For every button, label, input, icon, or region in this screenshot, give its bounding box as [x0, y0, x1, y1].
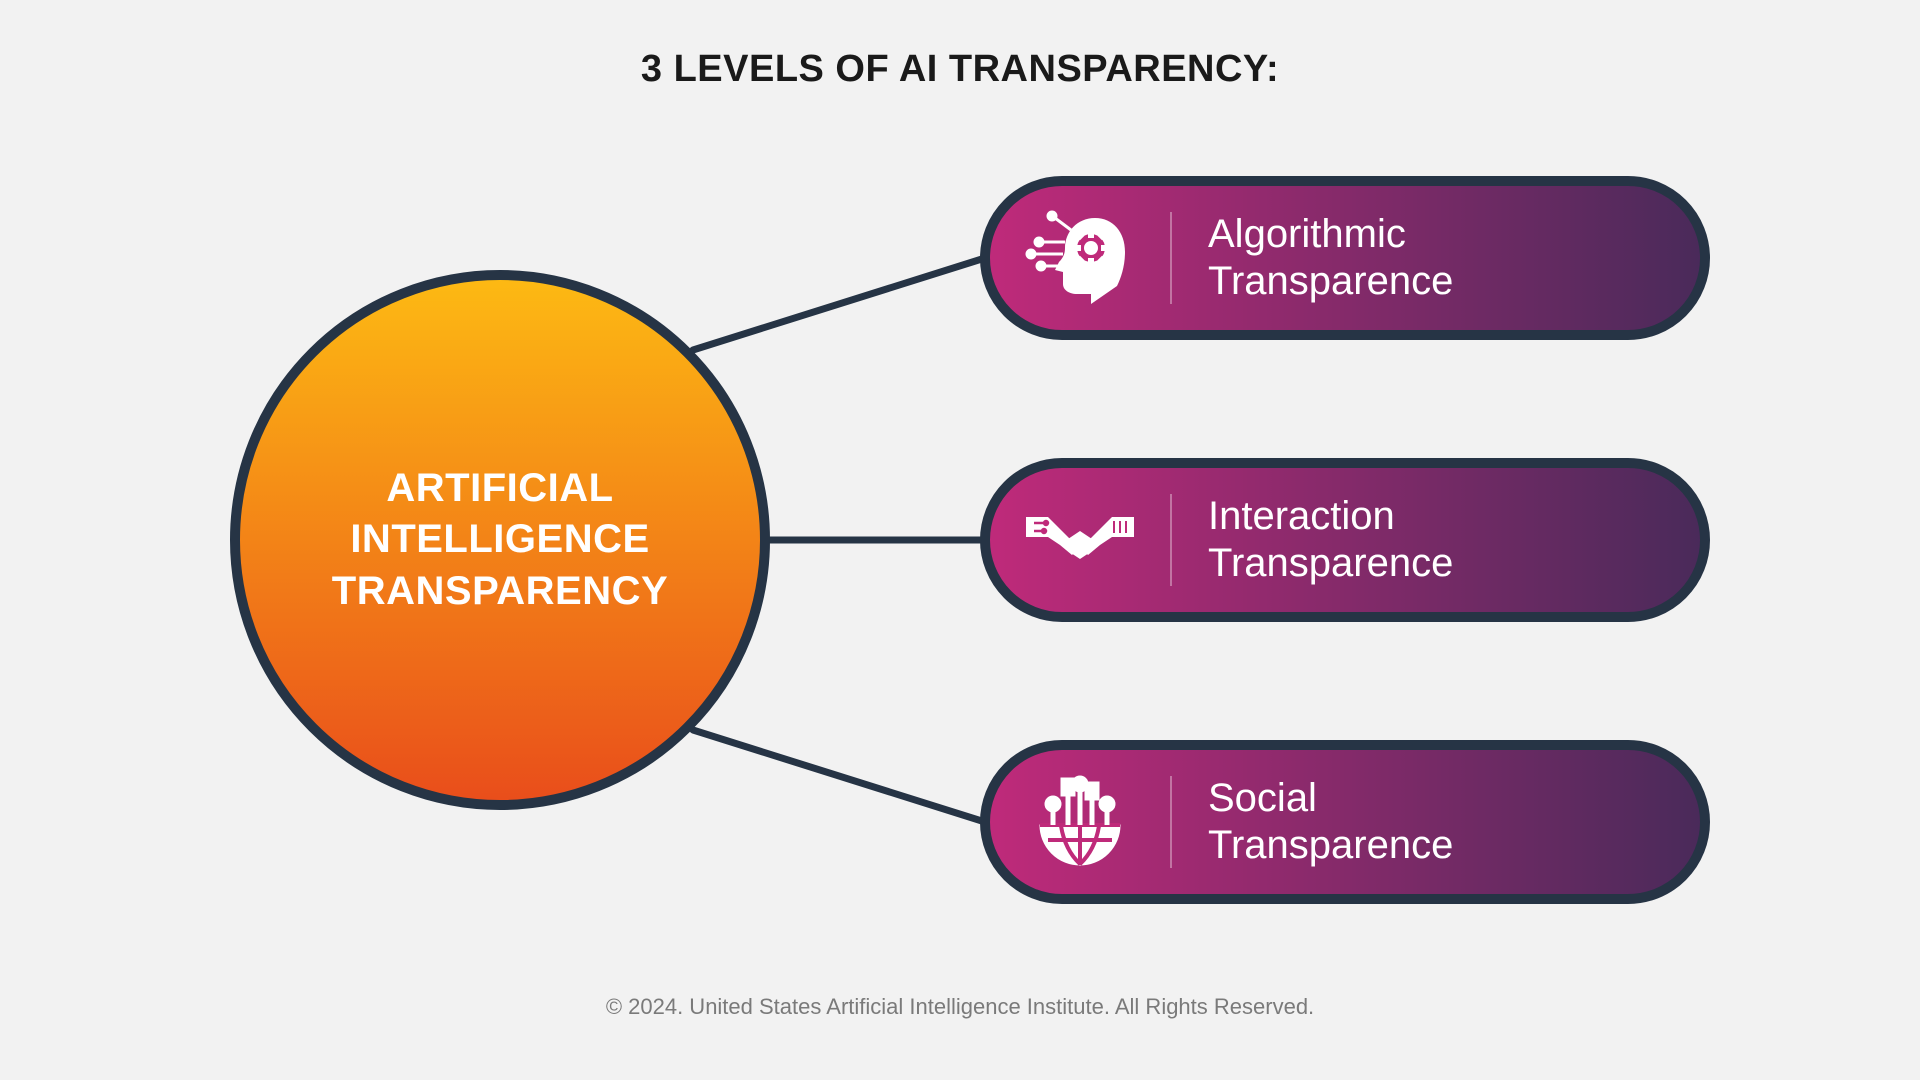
connector-line-1	[693, 258, 985, 350]
connector-line-3	[693, 730, 985, 822]
pill-label-line1: Interaction	[1208, 494, 1395, 538]
pill-label: Interaction Transparence	[1172, 493, 1493, 587]
pill-label: Social Transparence	[1172, 775, 1493, 869]
central-label-line3: TRANSPARENCY	[332, 569, 668, 613]
pill-label-line1: Algorithmic	[1208, 212, 1406, 256]
pill-icon-area	[990, 750, 1170, 894]
diagram-title: 3 LEVELS OF AI TRANSPARENCY:	[0, 48, 1920, 91]
pill-label-line2: Transparence	[1208, 541, 1453, 585]
pill-label-line2: Transparence	[1208, 259, 1453, 303]
pill-label: Algorithmic Transparence	[1172, 211, 1493, 305]
level-pill-interaction: Interaction Transparence	[980, 458, 1710, 622]
footer-copyright: © 2024. United States Artificial Intelli…	[0, 994, 1920, 1020]
globe-network-icon	[1025, 770, 1135, 875]
central-node: ARTIFICIAL INTELLIGENCE TRANSPARENCY	[230, 270, 770, 810]
pill-icon-area	[990, 468, 1170, 612]
central-label-line2: INTELLIGENCE	[350, 517, 649, 561]
central-node-label: ARTIFICIAL INTELLIGENCE TRANSPARENCY	[292, 463, 708, 617]
handshake-robot-icon	[1020, 493, 1140, 588]
central-label-line1: ARTIFICIAL	[386, 466, 613, 510]
level-pill-social: Social Transparence	[980, 740, 1710, 904]
pill-icon-area	[990, 186, 1170, 330]
ai-head-gear-icon	[1025, 206, 1135, 311]
pill-label-line1: Social	[1208, 776, 1317, 820]
level-pill-algorithmic: Algorithmic Transparence	[980, 176, 1710, 340]
pill-label-line2: Transparence	[1208, 823, 1453, 867]
diagram-canvas: 3 LEVELS OF AI TRANSPARENCY: ARTIFICIAL …	[0, 0, 1920, 1080]
